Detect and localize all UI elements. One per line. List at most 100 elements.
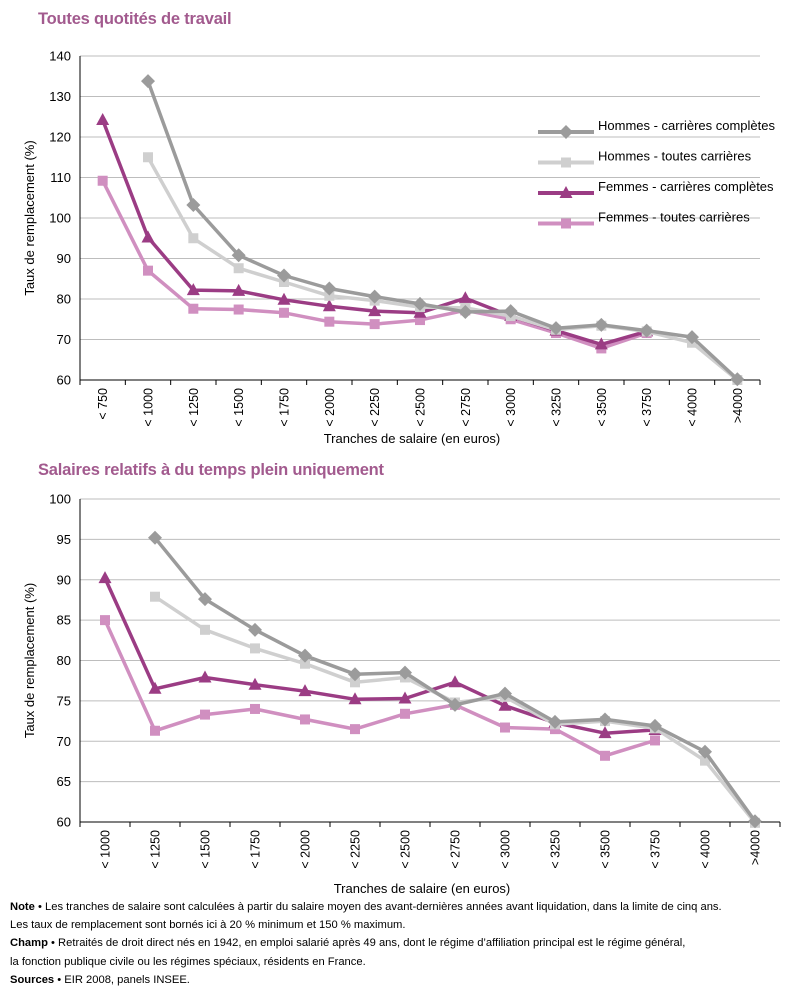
legend-marker — [561, 218, 571, 229]
data-point — [232, 283, 246, 296]
series-femmes-carri-res-compl-tes — [98, 571, 662, 739]
line-chart-all-work: 60 70 80 90 100 110 120 130 140 < 750 < 1000 < 1250… — [22, 49, 775, 447]
x-tick-label: < 3000 — [499, 830, 513, 869]
x-tick-label: < 1750 — [278, 388, 292, 427]
data-point — [277, 268, 291, 283]
x-tick-label: < 1750 — [249, 830, 263, 869]
data-point — [250, 643, 260, 654]
x-tick-label: < 1000 — [142, 388, 156, 427]
data-point — [400, 708, 410, 719]
data-point — [748, 814, 762, 829]
data-point — [350, 724, 360, 735]
data-point — [498, 698, 512, 711]
y-tick-label: 85 — [57, 613, 71, 628]
y-tick-label: 60 — [57, 373, 71, 388]
data-point — [369, 319, 380, 330]
x-tick-label: < 4000 — [699, 830, 713, 869]
data-point — [458, 304, 473, 319]
data-point — [448, 697, 462, 712]
data-point — [600, 750, 610, 761]
y-tick-label: 90 — [57, 572, 71, 587]
x-tick-label: < 1000 — [99, 830, 113, 869]
x-tick-label: < 3750 — [649, 830, 663, 869]
x-tick-label: < 2500 — [414, 388, 428, 427]
x-tick-label: < 2500 — [399, 830, 413, 869]
x-tick-label: >4000 — [749, 830, 763, 865]
data-point — [348, 667, 362, 682]
data-point — [186, 198, 201, 213]
data-point — [300, 714, 310, 725]
note-line: Note • Les tranches de salaire sont calc… — [10, 898, 800, 916]
data-point — [96, 112, 110, 125]
legend-entry: Hommes - carrières complètes — [598, 118, 775, 133]
data-point — [500, 722, 510, 733]
data-point — [648, 718, 662, 733]
line-chart-full-time: 60 65 70 75 80 85 90 95 100 < 1000 < 1250 < 1500 < 1… — [22, 492, 781, 896]
x-tick-label: < 2000 — [323, 388, 337, 427]
data-point — [348, 692, 362, 705]
data-point — [141, 74, 155, 89]
data-point — [300, 658, 310, 669]
champ-text: • Retraités de droit direct nés en 1942,… — [47, 937, 686, 950]
legend-entry: Femmes - carrières complètes — [598, 179, 774, 194]
x-tick-label: < 3000 — [504, 388, 518, 427]
x-tick-label: < 2750 — [449, 830, 463, 869]
data-point — [250, 703, 260, 714]
data-point — [322, 299, 336, 312]
x-tick-label: < 2750 — [459, 388, 473, 427]
data-point — [248, 677, 262, 690]
x-tick-label: < 750 — [96, 388, 110, 420]
note-text: • Les tranches de salaire sont calculées… — [34, 901, 722, 913]
legend-marker — [561, 157, 571, 168]
x-tick-label: < 3250 — [550, 388, 564, 427]
x-tick-label: < 3500 — [595, 388, 609, 427]
data-point — [298, 684, 312, 697]
y-axis-title: Taux de remplacement (%) — [22, 583, 37, 738]
series-line — [103, 619, 656, 758]
data-point — [277, 292, 291, 305]
data-point — [200, 624, 210, 635]
series-hommes-carri-res-compl-tes — [141, 74, 745, 387]
series-line — [146, 80, 739, 381]
y-tick-label: 100 — [49, 492, 71, 507]
y-tick-label: 130 — [49, 89, 71, 104]
data-point — [279, 307, 289, 318]
data-point — [322, 281, 337, 296]
y-tick-label: 80 — [57, 653, 71, 668]
data-point — [350, 677, 360, 688]
data-point — [150, 725, 160, 736]
data-point — [324, 290, 335, 301]
data-point — [594, 317, 609, 332]
data-point — [143, 265, 153, 276]
data-point — [413, 296, 427, 311]
x-axis-title: Tranches de salaire (en euros) — [324, 431, 501, 446]
y-tick-label: 70 — [57, 332, 71, 347]
y-tick-label: 60 — [57, 815, 71, 830]
data-point — [298, 648, 312, 663]
note-label: Note — [10, 901, 35, 913]
data-point — [700, 755, 710, 766]
data-point — [198, 670, 212, 683]
note-line-2: Les taux de remplacement sont bornés ici… — [10, 919, 406, 932]
data-point — [100, 615, 110, 626]
data-point — [398, 691, 412, 704]
data-point — [200, 709, 210, 720]
x-tick-label: < 3750 — [640, 388, 654, 427]
data-point — [198, 592, 212, 607]
sources-label: Sources — [10, 973, 55, 986]
data-point — [549, 321, 563, 336]
x-tick-label: < 1500 — [199, 830, 213, 869]
x-tick-label: < 2000 — [299, 830, 313, 869]
y-tick-label: 90 — [57, 251, 71, 266]
data-point — [498, 686, 512, 701]
y-tick-label: 75 — [57, 693, 71, 708]
data-point — [231, 248, 246, 263]
y-tick-label: 110 — [50, 170, 71, 185]
data-point — [698, 744, 712, 759]
data-point — [503, 304, 518, 319]
data-point — [188, 303, 199, 314]
x-tick-label: < 4000 — [686, 388, 700, 427]
legend-marker — [559, 186, 573, 198]
data-point — [598, 726, 612, 739]
data-point — [233, 263, 244, 274]
